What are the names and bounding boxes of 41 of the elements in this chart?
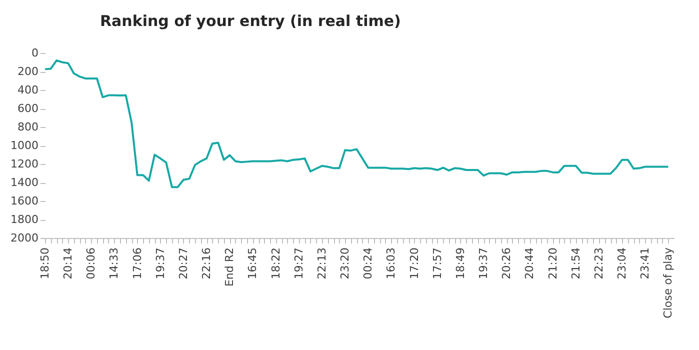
x-tick-label: 20:44 [523,248,536,280]
y-tick-label: 200 [18,65,38,78]
x-tick-label: Close of play [662,247,675,318]
chart-title: Ranking of your entry (in real time) [100,12,401,30]
x-tick-label: 22:16 [200,248,214,280]
x-tick-label: 18:49 [454,248,467,280]
y-tick-label: 600 [18,102,38,115]
x-tick-label: 17:06 [130,248,144,280]
x-tick-label: 21:20 [546,248,560,280]
x-tick-label: 00:24 [362,248,375,280]
y-tick-label: 1200 [10,158,38,170]
x-tick-label: 20:26 [500,248,514,280]
x-tick-label: 19:37 [477,248,490,280]
y-tick-label: 1600 [10,194,38,208]
x-tick-label: 22:23 [592,248,606,280]
x-tick-label: 22:13 [315,248,328,280]
x-tick-label: 19:27 [292,248,306,280]
x-tick-label: 18:22 [269,248,282,280]
y-tick-label: 1000 [10,139,38,152]
y-tick-label: 1400 [10,176,38,189]
x-tick-label: 14:33 [108,248,121,280]
x-tick-label: End R2 [223,248,236,287]
y-tick-label: 800 [18,120,38,134]
x-tick-label: 16:03 [384,248,398,280]
x-tick-label: 18:50 [38,248,52,280]
x-tick-label: 23:04 [616,248,629,280]
x-tick-label: 21:54 [569,248,582,280]
line-series [44,59,670,188]
x-tick-label: 16:45 [246,248,260,280]
y-tick-label: 2000 [10,232,38,244]
y-tick-label: 0 [32,46,38,60]
x-tick-label: 23:41 [638,248,652,280]
y-tick-label: 400 [18,84,38,96]
x-tick-label: 19:37 [154,248,167,280]
x-tick-label: 20:27 [176,248,190,280]
x-tick-label: 00:06 [84,248,98,280]
x-tick-label: 17:20 [408,248,421,280]
y-tick-label: 1800 [10,213,38,226]
x-tick-label: 20:14 [62,248,75,280]
x-tick-label: 17:57 [430,248,444,280]
x-tick-label: 23:20 [338,248,352,280]
